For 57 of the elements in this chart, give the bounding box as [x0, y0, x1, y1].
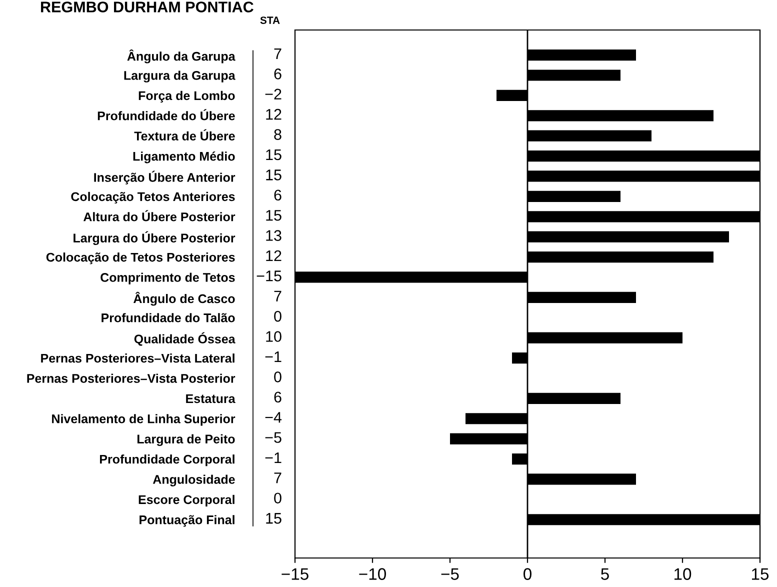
data-label: 0 — [274, 372, 282, 382]
y-tick-label: Ângulo da Garupa — [127, 49, 236, 64]
data-label: 15 — [266, 513, 282, 524]
data-label: 10 — [266, 331, 282, 342]
data-label: −1 — [265, 351, 282, 362]
data-label: 0 — [274, 492, 282, 504]
data-label: 7 — [274, 472, 282, 484]
x-tick-label: 10 — [674, 568, 692, 580]
data-label: −2 — [265, 88, 282, 100]
y-tick-label: Largura da Garupa — [124, 70, 236, 82]
data-label: 13 — [266, 230, 282, 241]
data-label: 0 — [274, 310, 282, 322]
data-label: 6 — [274, 392, 282, 403]
data-label: 6 — [274, 190, 282, 201]
data-label: 7 — [274, 290, 282, 302]
y-tick-label: Pontuação Final — [140, 515, 234, 527]
x-tick-label: −10 — [359, 568, 386, 580]
y-tick-label: Profundidade do Úbere — [98, 109, 235, 120]
y-tick-label: Largura do Úbere Posterior — [74, 231, 236, 246]
y-tick-label: Ângulo de Casco — [134, 292, 235, 306]
y-tick-label: Pernas Posteriores–Vista Lateral — [41, 354, 234, 363]
y-tick-label: Pernas Posteriores–Vista Posterior — [27, 374, 236, 383]
data-label: 12 — [266, 250, 282, 261]
data-label: 15 — [266, 210, 282, 221]
data-label: 7 — [274, 48, 282, 59]
x-tick-label: 0 — [524, 568, 532, 580]
y-tick-label: Estatura — [186, 394, 236, 404]
x-tick-label: −5 — [441, 568, 459, 580]
data-label: 15 — [266, 149, 282, 160]
y-tick-label: Comprimento de Tetos — [100, 272, 235, 284]
data-label: 12 — [266, 108, 282, 120]
text: REGMBO DURHAM PONTIAC — [41, 2, 254, 12]
data-label: 15 — [266, 170, 282, 180]
data-label: 8 — [274, 129, 282, 140]
y-tick-label: Altura do Úbere Posterior — [83, 210, 236, 222]
x-tick-label: 5 — [601, 568, 609, 580]
y-tick-label: Escore Corporal — [138, 494, 234, 507]
data-label: 6 — [274, 68, 282, 80]
y-tick-label: Largura de Peito — [137, 434, 235, 446]
y-tick-label: Inserção Úbere Anterior — [94, 170, 236, 184]
x-tick-label: 15 — [752, 568, 769, 580]
y-tick-label: Força de Lombo — [138, 90, 235, 103]
y-tick-label: Profundidade do Talão — [102, 313, 235, 322]
text: STA — [260, 16, 280, 24]
y-tick-label: Profundidade Corporal — [100, 454, 234, 466]
y-tick-label: Colocação de Tetos Posteriores — [46, 252, 235, 264]
y-tick-label: Colocação Tetos Anteriores — [71, 192, 235, 204]
y-tick-label: Angulosidade — [152, 474, 235, 486]
data-label: −4 — [265, 412, 282, 423]
data-label: −5 — [265, 432, 282, 443]
y-tick-label: Qualidade Óssea — [134, 332, 236, 346]
x-tick-label: −15 — [282, 568, 308, 580]
y-tick-label: Textura de Úbere — [134, 129, 235, 140]
data-label: −1 — [265, 452, 282, 463]
y-tick-label: Ligamento Médio — [133, 151, 235, 164]
y-tick-label: Nivelamento de Linha Superior — [52, 414, 236, 426]
data-label: −15 — [256, 270, 282, 282]
